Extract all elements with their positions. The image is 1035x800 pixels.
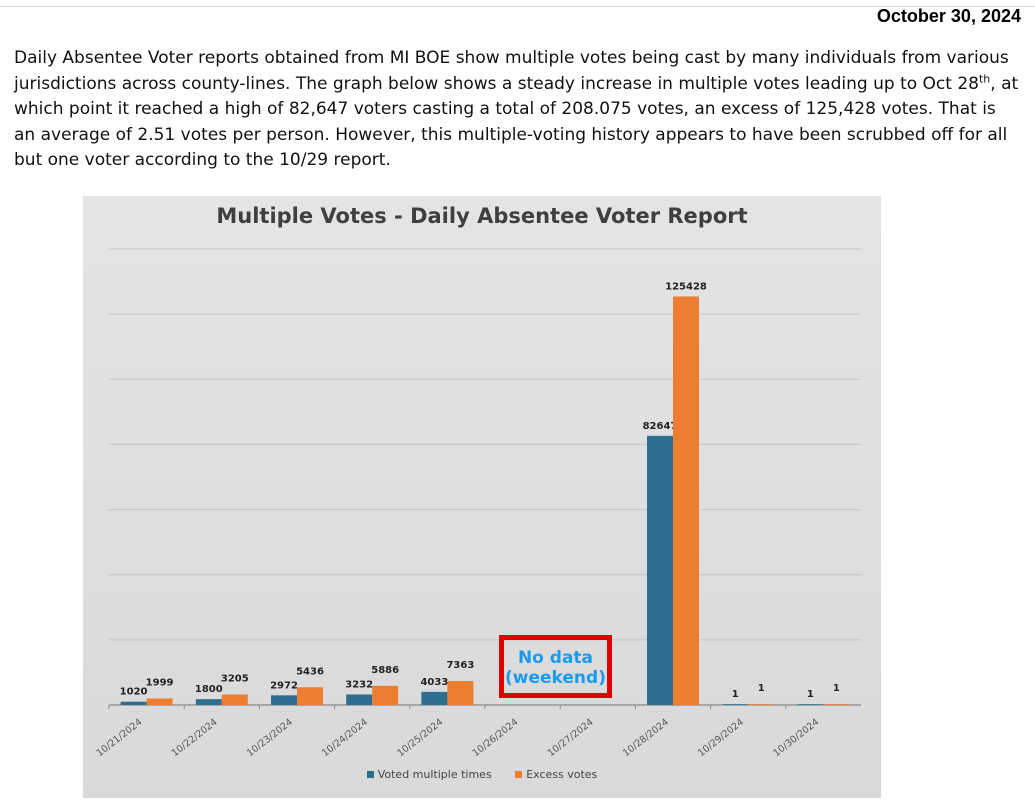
bar-voted xyxy=(722,704,749,705)
bar-voted xyxy=(421,691,448,705)
legend-label-voted: Voted multiple times xyxy=(377,768,492,781)
annotation-line2: (weekend) xyxy=(505,668,606,688)
bar-excess xyxy=(297,687,323,705)
legend-item-excess: Excess votes xyxy=(515,768,597,781)
x-tick-label: 10/27/2024 xyxy=(546,717,596,759)
data-label: 1800 xyxy=(195,684,223,695)
x-tick-label: 10/22/2024 xyxy=(170,717,220,759)
x-tick-label: 10/28/2024 xyxy=(621,717,671,759)
legend-item-voted: Voted multiple times xyxy=(366,768,492,781)
data-label: 3205 xyxy=(221,674,249,685)
x-tick-label: 10/30/2024 xyxy=(771,717,821,759)
bar-excess xyxy=(673,296,699,705)
data-label: 1020 xyxy=(120,687,148,698)
bar-voted xyxy=(797,704,824,705)
chart-title: Multiple Votes - Daily Absentee Voter Re… xyxy=(216,204,748,228)
x-tick-label: 10/26/2024 xyxy=(471,717,521,759)
bar-voted xyxy=(195,699,222,705)
x-tick-label: 10/23/2024 xyxy=(245,717,295,759)
data-label: 1 xyxy=(758,683,765,694)
bar-excess xyxy=(748,704,775,705)
data-label: 4033 xyxy=(420,677,448,688)
data-label: 125428 xyxy=(665,281,707,292)
bar-excess xyxy=(221,694,248,705)
x-tick-label: 10/25/2024 xyxy=(395,717,445,759)
top-divider xyxy=(0,6,1035,7)
legend-swatch-excess xyxy=(515,771,523,778)
bar-voted xyxy=(271,695,297,705)
bar-voted xyxy=(647,435,673,705)
bar-excess xyxy=(372,685,399,705)
legend-label-excess: Excess votes xyxy=(526,768,598,781)
data-label: 5886 xyxy=(371,665,399,676)
intro-text-part1: Daily Absentee Voter reports obtained fr… xyxy=(14,48,1009,94)
bar-excess xyxy=(823,704,850,705)
bar-excess xyxy=(447,681,474,705)
annotation-line1: No data xyxy=(517,648,594,668)
data-label: 1 xyxy=(833,683,840,694)
x-tick-label: 10/29/2024 xyxy=(696,717,746,759)
intro-paragraph: Daily Absentee Voter reports obtained fr… xyxy=(14,46,1019,174)
data-label: 1 xyxy=(807,689,814,700)
data-label: 3232 xyxy=(345,679,373,690)
bar-excess xyxy=(146,698,173,705)
chart-container: Multiple Votes - Daily Absentee Voter Re… xyxy=(83,196,881,798)
data-label: 2972 xyxy=(270,680,298,691)
x-tick-label: 10/21/2024 xyxy=(95,717,145,759)
data-label: 1 xyxy=(732,689,739,700)
data-label: 1999 xyxy=(146,677,174,688)
bar-voted xyxy=(346,694,373,705)
data-label: 7363 xyxy=(446,660,474,671)
intro-text-part2: , at which point it reached a high of 82… xyxy=(14,73,1019,171)
data-label: 5436 xyxy=(296,666,324,677)
chart-legend: Voted multiple times Excess votes xyxy=(83,768,881,781)
no-data-annotation: No data (weekend) xyxy=(499,635,612,698)
report-date: October 30, 2024 xyxy=(876,6,1021,26)
data-label: 82647 xyxy=(643,421,678,432)
bar-voted xyxy=(120,701,147,705)
legend-swatch-voted xyxy=(366,771,374,778)
x-tick-label: 10/24/2024 xyxy=(320,717,370,759)
intro-superscript: th xyxy=(978,71,991,85)
